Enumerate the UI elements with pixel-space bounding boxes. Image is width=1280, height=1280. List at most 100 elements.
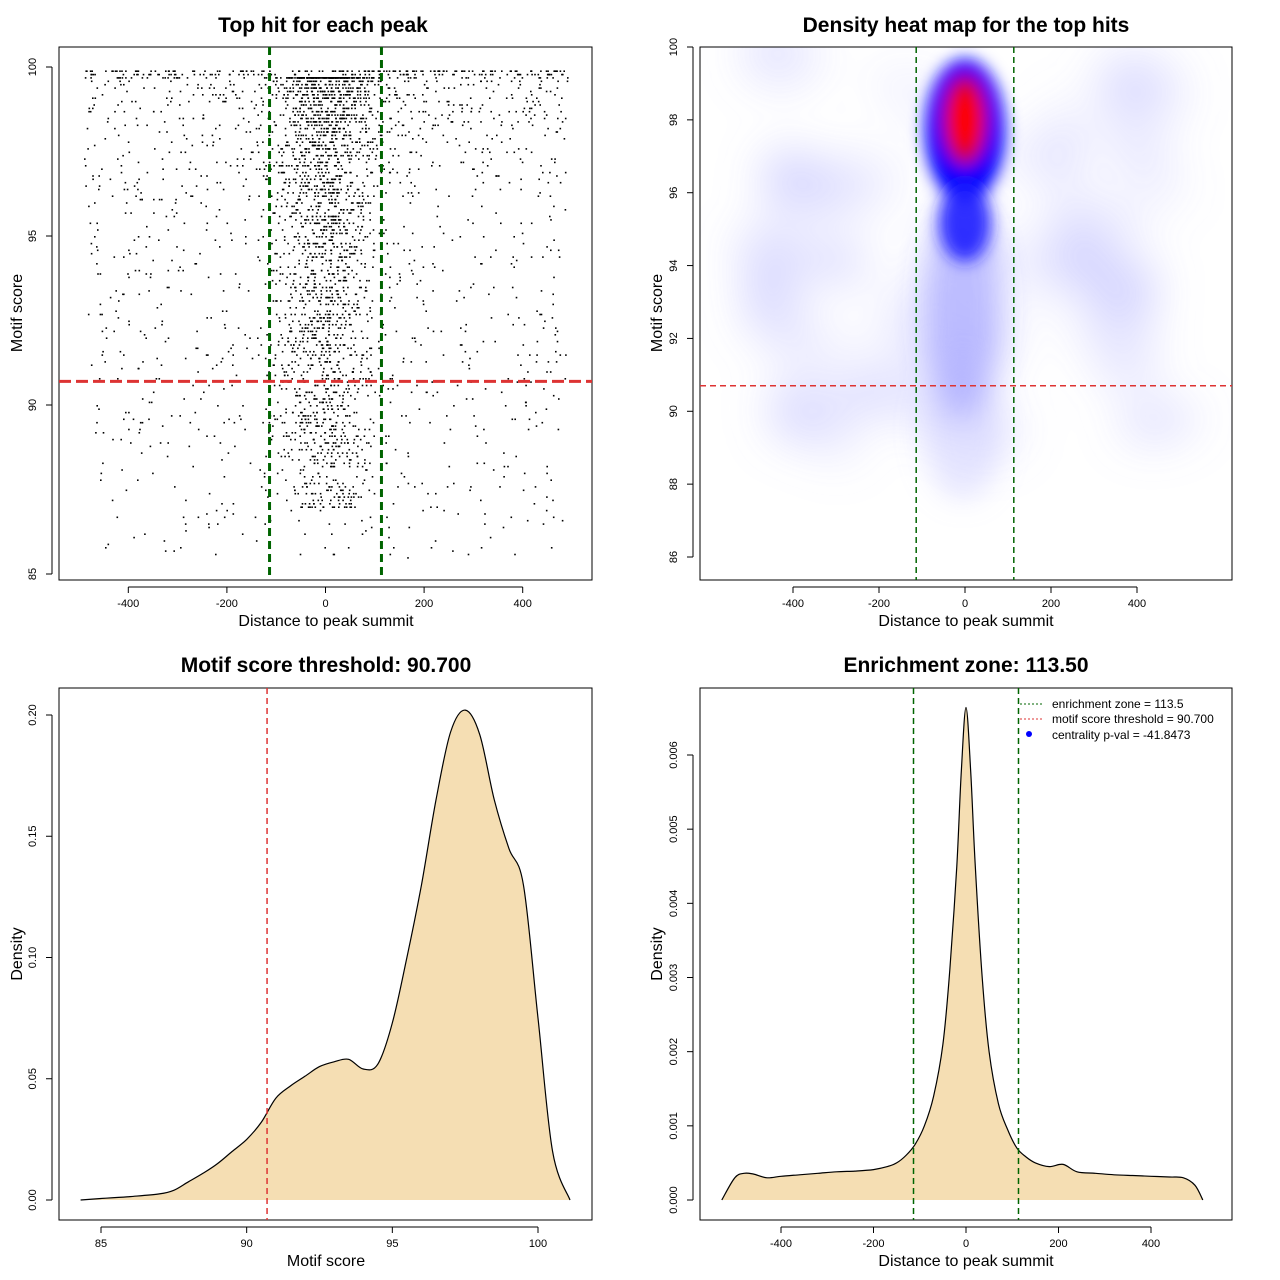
scatter-point [322, 459, 325, 461]
scatter-point [431, 165, 433, 167]
scatter-point [349, 134, 352, 137]
scatter-point [346, 229, 348, 231]
panel2-heat-field [700, 47, 1232, 580]
scatter-point [360, 212, 362, 214]
scatter-point [292, 97, 295, 99]
scatter-point [473, 73, 476, 76]
scatter-point [544, 320, 546, 323]
scatter-point [315, 215, 318, 218]
scatter-point [279, 266, 282, 268]
scatter-point [343, 317, 346, 319]
scatter-point [242, 405, 244, 407]
scatter-point [319, 134, 322, 137]
scatter-point [223, 388, 225, 390]
scatter-point [195, 263, 198, 265]
scatter-point [324, 418, 327, 421]
scatter-point [348, 195, 350, 197]
scatter-point [345, 415, 347, 417]
scatter-point [253, 73, 255, 76]
scatter-point [554, 94, 556, 96]
scatter-point [277, 87, 280, 89]
scatter-point [356, 77, 359, 79]
scatter-point [412, 94, 415, 96]
scatter-point [318, 124, 321, 127]
scatter-point [306, 90, 308, 93]
heat-haze-blob [1122, 396, 1205, 442]
scatter-point [434, 117, 437, 120]
scatter-point [157, 73, 159, 76]
scatter-point [219, 442, 222, 444]
scatter-point [340, 209, 343, 211]
scatter-point [380, 80, 382, 83]
scatter-point [504, 405, 507, 407]
scatter-point [290, 77, 293, 79]
scatter-point [225, 97, 227, 99]
scatter-point [386, 516, 388, 519]
scatter-point [295, 337, 297, 339]
scatter-point [399, 181, 402, 184]
scatter-point [277, 452, 280, 454]
scatter-point [486, 134, 488, 137]
scatter-point [528, 110, 531, 113]
scatter-point [554, 161, 556, 164]
scatter-point [324, 249, 327, 252]
scatter-point [499, 486, 501, 488]
scatter-point [164, 77, 166, 79]
scatter-point [202, 114, 205, 116]
scatter-point [482, 161, 484, 164]
scatter-point [386, 131, 389, 133]
scatter-point [364, 263, 366, 265]
scatter-point [542, 171, 544, 174]
scatter-point [325, 195, 327, 197]
scatter-point [219, 94, 221, 96]
scatter-point [363, 87, 366, 89]
scatter-point [312, 256, 315, 258]
scatter-point [377, 110, 379, 113]
scatter-point [102, 432, 105, 434]
scatter-point [325, 337, 327, 339]
scatter-point [229, 83, 232, 86]
scatter-point [128, 428, 130, 431]
scatter-point [292, 279, 295, 282]
scatter-point [482, 148, 484, 150]
scatter-point [418, 408, 421, 410]
scatter-point [283, 181, 286, 184]
scatter-point [329, 80, 332, 83]
scatter-point [452, 110, 454, 113]
scatter-point [333, 411, 335, 414]
scatter-point [357, 496, 360, 498]
scatter-point [371, 317, 373, 319]
scatter-point [307, 219, 310, 221]
scatter-point [368, 442, 370, 444]
scatter-point [355, 114, 358, 116]
scatter-point [180, 547, 182, 549]
scatter-point [314, 273, 317, 275]
scatter-point [359, 279, 361, 282]
scatter-point [321, 195, 324, 197]
scatter-point [304, 313, 306, 316]
scatter-point [351, 181, 354, 184]
scatter-point [341, 401, 344, 404]
scatter-point [333, 506, 336, 508]
scatter-point [366, 236, 369, 238]
scatter-point [330, 232, 332, 235]
scatter-point [414, 97, 416, 99]
scatter-point [322, 141, 325, 143]
scatter-point [476, 350, 479, 353]
scatter-point [337, 273, 339, 275]
scatter-point [366, 469, 368, 471]
scatter-point [310, 161, 312, 164]
scatter-point [419, 127, 422, 130]
scatter-point [327, 442, 330, 444]
scatter-point [315, 205, 318, 208]
scatter-point [292, 283, 294, 285]
scatter-point [302, 94, 304, 96]
scatter-point [361, 83, 363, 86]
scatter-point [313, 77, 315, 79]
scatter-point [273, 121, 276, 123]
scatter-point [85, 185, 87, 187]
scatter-point [311, 323, 313, 326]
scatter-point [250, 100, 253, 103]
scatter-point [335, 121, 338, 123]
scatter-point [327, 114, 330, 116]
